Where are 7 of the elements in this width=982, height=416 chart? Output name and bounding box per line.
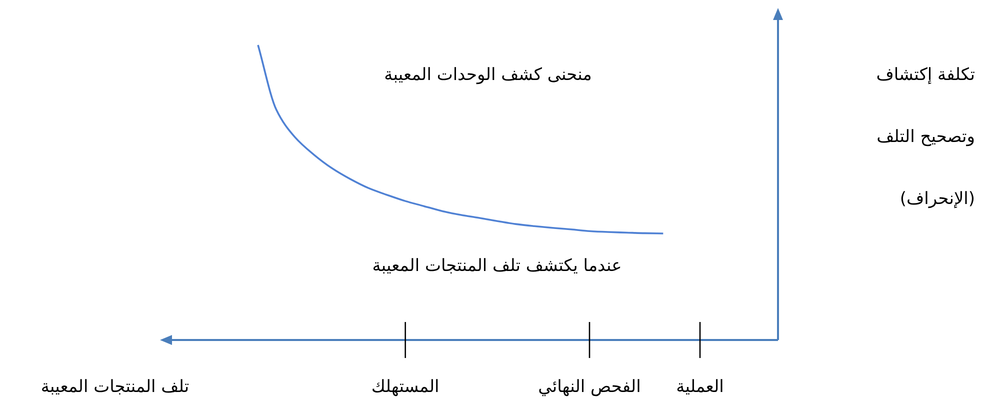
x-axis-title: تلف المنتجات المعيبة xyxy=(40,377,190,397)
x-tick-label: المستهلك xyxy=(371,377,440,397)
ylabel: تكلفة إكتشاف وتصحيح التلف (الإنحراف) xyxy=(876,65,975,209)
x-tick-label: الفحص النهائي xyxy=(538,377,641,397)
annotation: عندما يكتشف تلف المنتجات المعيبة xyxy=(372,256,622,276)
x-tick-label: العملية xyxy=(676,377,724,397)
annotation: منحنى كشف الوحدات المعيبة xyxy=(384,65,592,85)
